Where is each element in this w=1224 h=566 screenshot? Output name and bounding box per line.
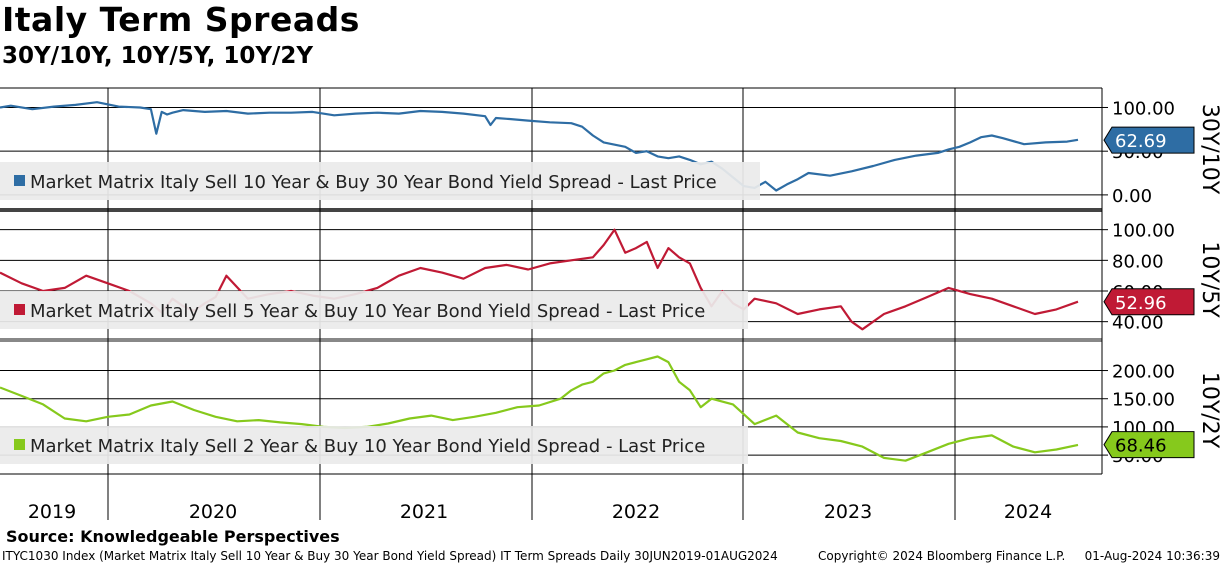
last-value-label: 68.46 — [1115, 436, 1167, 457]
x-tick-label-2024: 2024 — [1004, 501, 1052, 520]
panel-axis-title: 10Y/2Y — [1197, 372, 1222, 449]
chart-title: Italy Term Spreads — [2, 0, 360, 39]
legend-box — [0, 291, 748, 329]
x-tick-label-2019: 2019 — [28, 501, 76, 520]
legend-swatch — [14, 439, 25, 450]
last-value-tag: 62.69 — [1103, 126, 1195, 154]
footer-copyright: Copyright© 2024 Bloomberg Finance L.P. — [818, 549, 1066, 563]
legend-swatch — [14, 304, 25, 315]
footer-timestamp: 01-Aug-2024 10:36:39 — [1084, 549, 1220, 563]
legend-label: Market Matrix Italy Sell 5 Year & Buy 10… — [30, 301, 705, 322]
x-tick-label-2021: 2021 — [400, 501, 448, 520]
series-line-10Y-2Y — [0, 355, 1079, 462]
chart-subtitle: 30Y/10Y, 10Y/5Y, 10Y/2Y — [2, 43, 314, 69]
y-tick-label-80.00: 80.00 — [1112, 251, 1164, 272]
y-tick-label-200.00: 200.00 — [1112, 362, 1175, 383]
last-value-label: 62.69 — [1115, 131, 1167, 152]
y-tick-label-100.00: 100.00 — [1112, 98, 1175, 119]
x-tick-label-2020: 2020 — [189, 501, 237, 520]
legend-label: Market Matrix Italy Sell 10 Year & Buy 3… — [30, 172, 717, 193]
source-note: Source: Knowledgeable Perspectives — [6, 527, 340, 546]
y-tick-label-40.00: 40.00 — [1112, 313, 1164, 334]
x-tick-label-2022: 2022 — [612, 501, 660, 520]
last-value-badge — [1103, 431, 1195, 459]
y-tick-label-0.00: 0.00 — [1112, 186, 1152, 207]
last-value-badge — [1103, 126, 1195, 154]
y-tick-label-100.00: 100.00 — [1112, 221, 1175, 242]
y-tick-label-150.00: 150.00 — [1112, 390, 1175, 411]
last-value-tag: 52.96 — [1103, 288, 1195, 316]
last-value-label: 52.96 — [1115, 293, 1167, 314]
panel-separator-1 — [0, 208, 1102, 212]
last-value-tag: 68.46 — [1103, 431, 1195, 459]
legend-label: Market Matrix Italy Sell 2 Year & Buy 10… — [30, 436, 705, 457]
legend-swatch — [14, 175, 25, 186]
panel-separator-2 — [0, 338, 1102, 342]
panel-axis-title: 10Y/5Y — [1197, 241, 1222, 318]
legend-box — [0, 162, 760, 200]
x-tick-label-2023: 2023 — [824, 501, 872, 520]
series-line-30Y-10Y — [0, 101, 1079, 192]
legend-box — [0, 426, 748, 464]
last-value-badge — [1103, 288, 1195, 316]
panel-axis-title: 30Y/10Y — [1197, 104, 1222, 195]
chart-area: 2019202020212022202320240.0050.00100.00M… — [0, 87, 1222, 520]
footer-ticker-line: ITYC1030 Index (Market Matrix Italy Sell… — [2, 549, 778, 563]
